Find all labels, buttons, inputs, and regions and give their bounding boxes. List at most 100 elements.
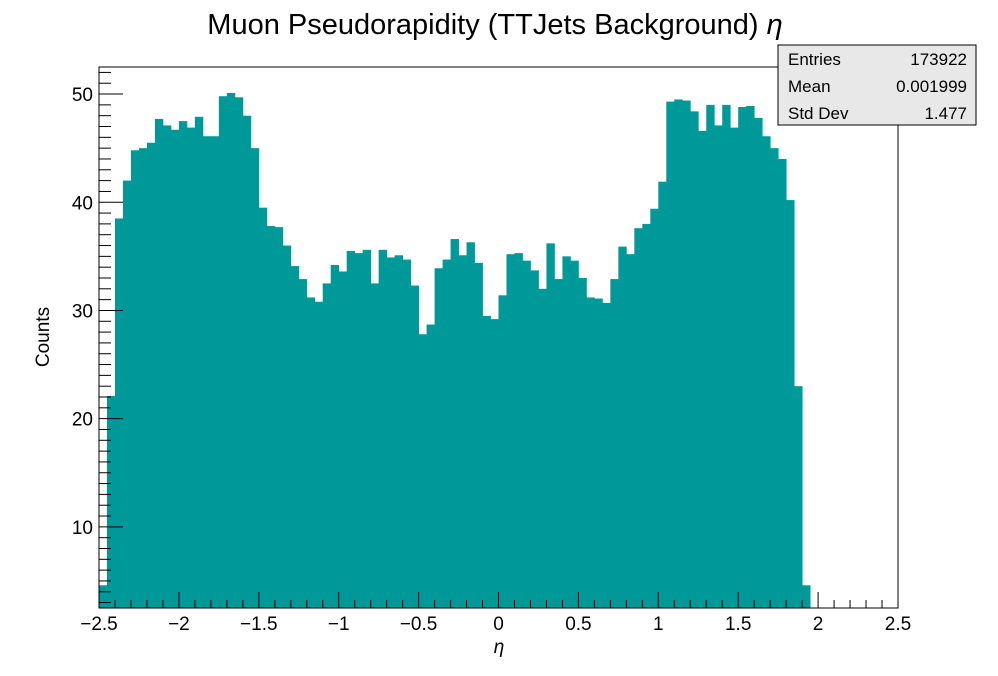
histogram-bar (770, 148, 779, 608)
histogram-bar (650, 208, 659, 608)
x-tick-label: −2 (168, 614, 190, 635)
histogram-bar (410, 285, 419, 608)
histogram-bar (282, 245, 292, 608)
x-axis-ticks (98, 592, 899, 608)
histogram-bar (242, 115, 252, 608)
histogram-bar (378, 249, 388, 608)
histogram-bar (298, 279, 308, 608)
histogram-bar (274, 227, 284, 609)
histogram-bar (762, 136, 771, 609)
histogram-bar (794, 386, 803, 608)
histogram-bar (738, 107, 747, 608)
histogram-bar (106, 395, 116, 608)
histogram-bar (130, 150, 140, 608)
histogram-bar (562, 256, 571, 608)
histogram-bars (99, 92, 811, 609)
histogram-bar (314, 301, 324, 608)
stats-mean-value: 0.001999 (896, 77, 967, 96)
histogram-bar (554, 279, 563, 608)
histogram-bar (394, 255, 404, 608)
histogram-bar (602, 302, 611, 608)
histogram-bar (722, 104, 731, 609)
histogram-bar (714, 125, 723, 608)
histogram-bar (442, 259, 451, 608)
histogram-bar (306, 297, 316, 608)
y-tick-label: 50 (72, 85, 93, 106)
histogram-bar (634, 228, 643, 608)
histogram-bar (578, 277, 587, 608)
histogram-bar (194, 116, 204, 608)
y-axis-tick-labels: 10 20 30 40 50 (72, 85, 93, 539)
histogram-bar (170, 129, 180, 609)
histogram-bar (730, 127, 739, 608)
histogram-bar (506, 254, 515, 608)
x-axis-label: η (494, 637, 505, 658)
histogram-bar (290, 266, 300, 608)
histogram-bar (162, 125, 172, 608)
histogram-bar (226, 92, 236, 608)
histogram-bar (99, 585, 108, 608)
histogram-bar (746, 105, 755, 609)
histogram-bar (802, 585, 811, 608)
y-tick-label: 30 (72, 301, 93, 322)
histogram-bar (186, 127, 196, 608)
histogram-bar (658, 181, 667, 608)
histogram-bar (618, 246, 627, 608)
histogram-bar (362, 249, 372, 608)
histogram-bar (610, 279, 619, 608)
x-tick-label: 0 (493, 614, 504, 635)
histogram-bar (450, 239, 459, 608)
histogram-bar (346, 250, 356, 608)
y-tick-label: 20 (72, 410, 93, 431)
histogram-bar (778, 158, 787, 608)
histogram-bar (322, 283, 332, 608)
histogram-bar (338, 271, 348, 608)
histogram-bar (474, 262, 483, 608)
stats-box-frame (777, 44, 977, 126)
y-tick-label: 40 (72, 193, 93, 214)
histogram-bar (674, 99, 683, 609)
stats-entries-label: Entries (788, 50, 841, 69)
histogram-bar (154, 118, 164, 608)
stats-box: Entries 173922 Mean 0.001999 Std Dev 1.4… (777, 44, 977, 126)
histogram-bar (466, 242, 475, 608)
histogram-bar (234, 97, 244, 609)
histogram-bar (482, 315, 491, 608)
histogram-bar (594, 298, 603, 608)
x-tick-label: −0.5 (400, 614, 438, 635)
histogram-bar (146, 142, 156, 609)
histogram-bar (386, 257, 396, 608)
histogram-bar (458, 255, 467, 608)
histogram-bar (122, 180, 132, 609)
histogram-bar (546, 243, 555, 608)
histogram-bar (330, 265, 340, 608)
histogram-bar (114, 218, 124, 609)
x-tick-label: 2.5 (885, 614, 911, 635)
x-tick-label: 0.5 (565, 614, 591, 635)
chart-title: Muon Pseudorapidity (TTJets Background) … (207, 9, 782, 41)
histogram-bar (426, 324, 435, 608)
histogram-bar (570, 260, 579, 608)
histogram-bar (490, 319, 499, 608)
stats-mean-label: Mean (788, 77, 831, 96)
histogram-bar (642, 223, 651, 608)
histogram-bar (402, 259, 412, 608)
histogram-bar (370, 283, 380, 608)
stats-entries-value: 173922 (910, 50, 967, 69)
x-tick-label: 1 (653, 614, 664, 635)
histogram-bar (522, 260, 531, 608)
histogram-bar (218, 96, 228, 609)
histogram-bar (666, 101, 675, 609)
histogram-bar (138, 148, 148, 608)
histogram-bar (354, 253, 364, 608)
stats-std-value: 1.477 (924, 104, 967, 123)
histogram-bar (266, 226, 276, 608)
x-tick-label: 1.5 (725, 614, 751, 635)
x-tick-label: −1.5 (240, 614, 278, 635)
stats-std-label: Std Dev (788, 104, 849, 123)
histogram-bar (538, 288, 547, 608)
histogram-bar (250, 148, 260, 608)
y-tick-label: 10 (72, 518, 93, 539)
x-tick-label: 2 (813, 614, 824, 635)
histogram-bar (530, 270, 539, 608)
